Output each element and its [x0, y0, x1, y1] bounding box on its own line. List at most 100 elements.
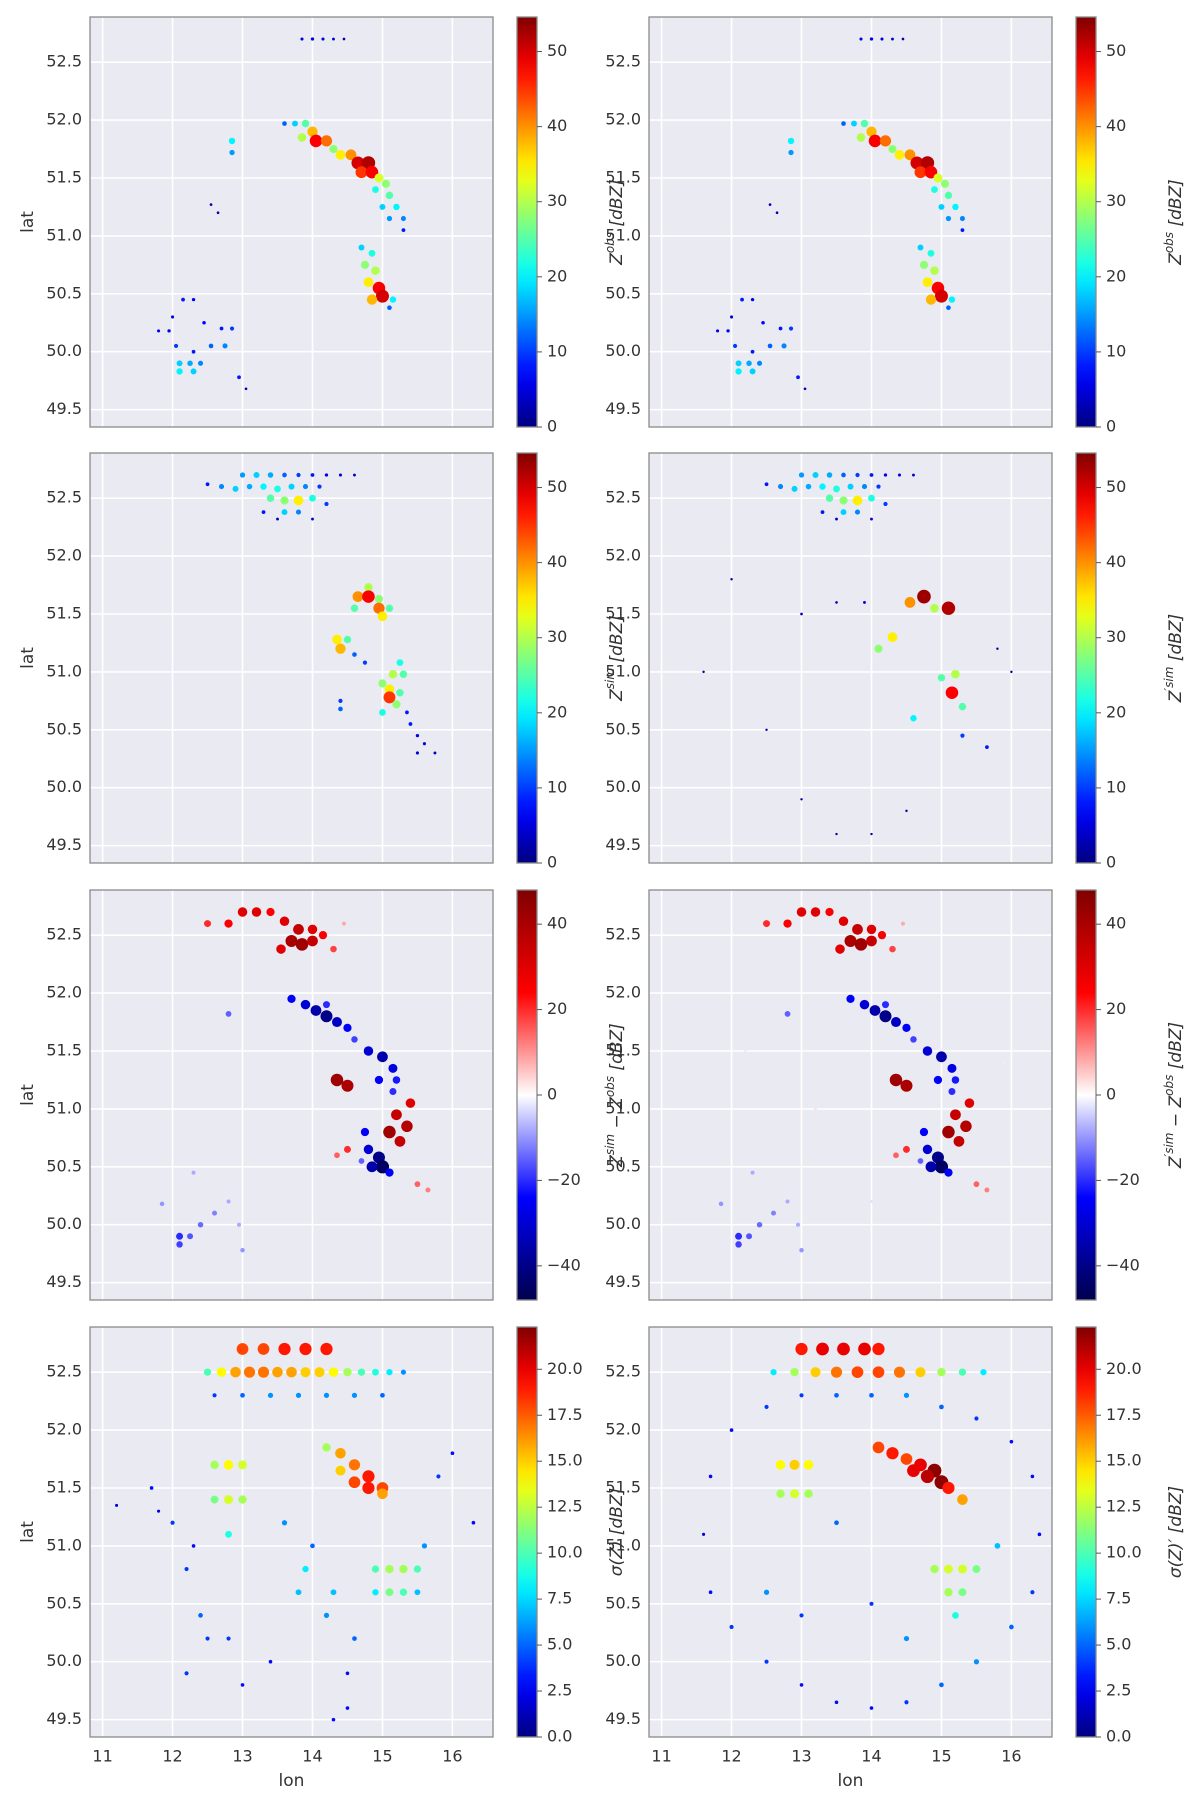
data-point [396, 688, 404, 697]
x-tick-label: 15 [372, 1747, 392, 1766]
y-axis-label: lat [18, 647, 38, 669]
y-tick-label: 52.5 [46, 925, 82, 944]
colorbar-tick-label: 50 [1106, 41, 1126, 60]
data-point [770, 1369, 777, 1376]
data-point [363, 1144, 374, 1155]
data-point [812, 472, 819, 478]
data-point [826, 472, 833, 478]
data-point [301, 119, 310, 128]
y-tick-label: 51.0 [46, 1535, 82, 1554]
data-point [897, 473, 902, 477]
data-point [343, 1023, 352, 1032]
data-point [869, 473, 874, 477]
data-point [900, 1453, 913, 1465]
y-tick-label: 50.0 [605, 777, 641, 796]
data-point [219, 326, 224, 331]
data-point [351, 1392, 358, 1398]
colorbar-label: Z′sim − Zobs [dBZ] [1162, 1022, 1187, 1169]
y-tick-label: 52.5 [46, 488, 82, 507]
colorbar-label: σ(Z) [dBZ] [607, 1488, 627, 1576]
data-point [702, 1532, 706, 1536]
colorbar-label-part: Z [1166, 690, 1186, 703]
data-point [825, 907, 834, 917]
colorbar-label-part: Z [607, 689, 627, 702]
data-point [841, 472, 846, 478]
colorbar-tick-label: 30 [547, 627, 567, 646]
data-point [281, 1520, 288, 1526]
data-point [184, 1671, 189, 1676]
y-tick-label: 49.5 [605, 835, 641, 854]
data-point [938, 203, 945, 210]
data-point [310, 1005, 322, 1016]
data-point [781, 343, 787, 349]
data-point [392, 700, 401, 709]
data-point [386, 1369, 393, 1376]
data-point [868, 494, 875, 502]
y-tick-label: 49.5 [46, 399, 82, 418]
data-point [883, 501, 888, 507]
data-point [958, 1368, 967, 1376]
data-point [415, 733, 420, 738]
data-point [957, 1564, 967, 1574]
y-tick-label: 52.5 [46, 52, 82, 71]
data-point [246, 483, 253, 490]
data-point [362, 1481, 375, 1495]
data-point [907, 1464, 920, 1477]
plot-frame [89, 16, 494, 428]
colorbar-tick-label: 40 [1106, 116, 1126, 135]
colorbar-label-part: ′sim [1162, 667, 1176, 691]
data-point [197, 1221, 204, 1228]
data-point [282, 472, 287, 478]
data-point [239, 472, 246, 478]
data-point [191, 1170, 196, 1175]
colorbar-tick-label: 0 [547, 417, 557, 436]
y-tick-label: 50.5 [605, 1156, 641, 1175]
data-point [973, 1659, 980, 1665]
data-point [345, 1706, 350, 1710]
data-point [321, 37, 325, 41]
data-point [266, 907, 275, 917]
data-point [830, 1366, 843, 1378]
data-point [960, 733, 965, 738]
data-point [858, 1342, 871, 1356]
y-tick-label: 51.0 [605, 225, 641, 244]
colorbar-label-part: Z [1166, 1156, 1186, 1169]
data-point [799, 1613, 804, 1618]
plot-area [90, 17, 493, 427]
data-point [374, 173, 384, 183]
data-point [925, 294, 937, 305]
data-point [198, 360, 204, 366]
data-point [299, 1342, 312, 1356]
data-point [414, 1181, 421, 1188]
data-point [302, 1565, 309, 1573]
data-point [784, 1011, 791, 1017]
colorbar-label-part: − Z [1166, 1095, 1186, 1132]
colorbar-tick-label: 20 [547, 702, 567, 721]
data-point [735, 368, 742, 375]
data-point [729, 1624, 734, 1630]
data-point [176, 1232, 184, 1240]
data-point [310, 37, 315, 41]
colorbar-tick-label: 0.0 [547, 1727, 572, 1746]
data-point [839, 496, 848, 505]
data-point [870, 517, 873, 521]
data-point [373, 602, 385, 614]
data-point [229, 149, 235, 156]
data-point [984, 1187, 990, 1193]
colorbar-label-part: obs [603, 232, 617, 253]
colorbar-tick-label: 10.0 [547, 1543, 583, 1562]
data-point [335, 643, 346, 654]
data-point [348, 1476, 361, 1489]
data-point [749, 368, 756, 375]
data-point [352, 1636, 357, 1641]
data-point [891, 37, 894, 41]
data-point [810, 907, 821, 917]
data-point [902, 1023, 911, 1032]
data-point [879, 135, 892, 147]
data-point [922, 277, 933, 288]
data-point [216, 1367, 227, 1377]
plot-frame [648, 16, 1053, 428]
data-point [958, 702, 967, 711]
data-point [904, 1700, 909, 1705]
